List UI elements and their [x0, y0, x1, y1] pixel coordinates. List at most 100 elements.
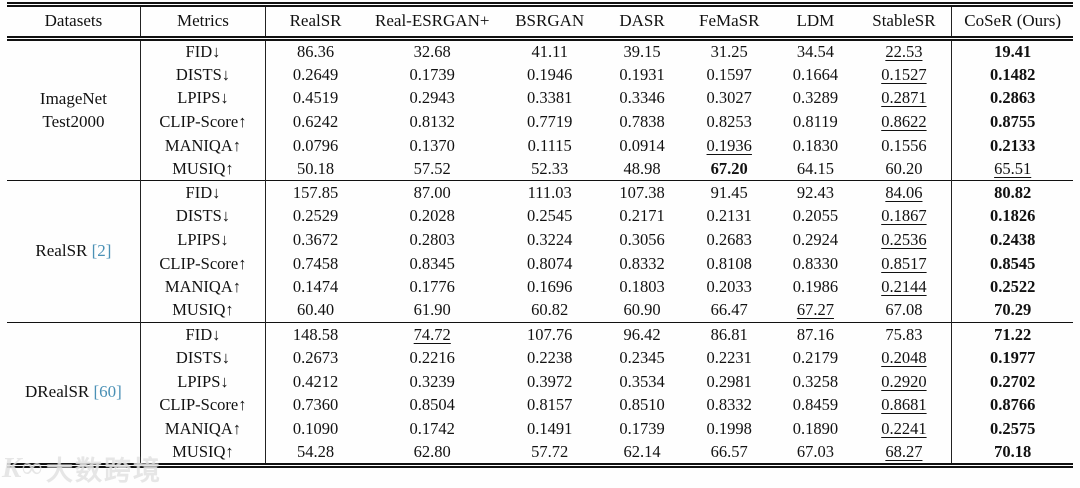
table-row: CLIP-Score↑ 0.7360 0.8504 0.8157 0.8510 0.833… — [7, 393, 1073, 417]
value-cell-dasr: 0.3346 — [600, 87, 684, 111]
value-cell-femasr: 66.57 — [684, 441, 774, 466]
value-cell-ldm: 34.54 — [774, 39, 856, 64]
dataset-group-imagenet-test2000: ImageNet Test2000 FID↓ 86.36 32.68 41.11 39.15… — [7, 38, 1073, 181]
value: 0.4212 — [292, 371, 339, 391]
value-cell-real-esrgan-plus: 57.52 — [365, 157, 499, 181]
value-cell-dasr: 39.15 — [600, 39, 684, 64]
value-cell-stablesr: 0.1556 — [856, 133, 953, 158]
best-value: 0.2522 — [989, 277, 1036, 297]
metric-label-fid: FID↓ — [140, 322, 267, 347]
value: 0.8157 — [527, 395, 573, 415]
value: 0.7719 — [527, 111, 573, 131]
table-row: MANIQA↑ 0.0796 0.1370 0.1115 0.0914 0.1936 0.1… — [7, 133, 1073, 158]
value-cell-ldm: 67.27 — [774, 299, 856, 323]
second-best-value: 0.2144 — [881, 277, 927, 297]
value-cell-bsrgan: 60.82 — [499, 299, 600, 323]
value-cell-real-esrgan-plus: 0.1370 — [365, 134, 499, 158]
value-cell-bsrgan: 0.1946 — [499, 63, 600, 87]
best-value: 0.2133 — [989, 135, 1036, 155]
value-cell-dasr: 0.1803 — [600, 275, 684, 299]
value-cell-realsr: 0.4212 — [266, 370, 366, 394]
value: 0.1115 — [527, 135, 572, 155]
second-best-value: 74.72 — [413, 324, 451, 344]
value: 0.8510 — [619, 395, 665, 415]
second-best-value: 0.1867 — [881, 206, 927, 226]
column-header-dasr: DASR — [619, 11, 665, 30]
value-cell-dasr: 0.8332 — [600, 252, 684, 276]
dataset-name-line: ImageNet — [39, 88, 107, 108]
best-value: 0.2438 — [989, 229, 1036, 249]
value-cell-coser: 0.8755 — [952, 110, 1073, 134]
value: 0.8332 — [706, 395, 752, 415]
value: 0.3289 — [792, 88, 839, 108]
value-cell-femasr: 91.45 — [684, 181, 774, 205]
value: 0.4519 — [292, 88, 339, 108]
second-best-value: 0.8681 — [881, 395, 927, 415]
value: 0.1491 — [527, 418, 573, 438]
table-row: MANIQA↑ 0.1090 0.1742 0.1491 0.1739 0.1998 0.1… — [7, 416, 1073, 441]
value-cell-femasr: 0.1597 — [684, 63, 774, 87]
column-header-coser-ours: CoSeR (Ours) — [964, 11, 1062, 30]
best-value: 19.41 — [994, 42, 1032, 61]
second-best-value: 0.1936 — [706, 135, 752, 155]
table-row: DISTS↓ 0.2649 0.1739 0.1946 0.1931 0.1597 0.16… — [7, 63, 1073, 87]
value-cell-femasr: 0.2683 — [684, 228, 774, 252]
value: 34.54 — [796, 42, 834, 61]
best-value: 0.8755 — [989, 111, 1036, 131]
value: 0.1742 — [409, 418, 455, 438]
value-cell-dasr: 0.7838 — [600, 110, 684, 134]
second-best-value: 0.2048 — [881, 347, 927, 367]
second-best-value: 0.2241 — [881, 418, 927, 438]
value: 57.52 — [413, 158, 451, 178]
best-value: 0.1482 — [989, 64, 1036, 84]
value-cell-femasr: 0.1936 — [684, 134, 774, 158]
column-header-datasets: Datasets — [7, 4, 141, 39]
value-cell-realsr: 54.28 — [266, 441, 366, 466]
table-row: RealSR [2] FID↓ 157.85 87.00 111.03 107.38 91.… — [7, 180, 1073, 323]
value-cell-dasr: 0.0914 — [600, 134, 684, 158]
best-value: 67.20 — [710, 158, 748, 178]
metric-label-musiq: MUSIQ↑ — [140, 440, 267, 465]
value-cell-femasr: 0.2131 — [684, 205, 774, 229]
value-cell-bsrgan: 0.2545 — [499, 205, 600, 229]
value: 0.1556 — [881, 135, 927, 155]
value-cell-femasr: 67.20 — [684, 157, 774, 181]
value-cell-coser: 0.8545 — [952, 252, 1073, 276]
dataset-cell-realsr: RealSR [2] — [7, 180, 141, 323]
value-cell-bsrgan: 0.3381 — [499, 87, 600, 111]
value-cell-ldm: 0.8330 — [774, 252, 856, 276]
value: 0.1931 — [619, 64, 665, 84]
value: 41.11 — [531, 42, 568, 61]
value-cell-dasr: 48.98 — [600, 157, 684, 181]
value-cell-realsr: 0.2649 — [266, 63, 366, 87]
metric-label-lpips: LPIPS↓ — [140, 86, 267, 111]
value-cell-coser: 70.18 — [952, 441, 1073, 466]
dataset-group-realsr: RealSR [2] FID↓ 157.85 87.00 111.03 107.38 91.… — [7, 180, 1073, 323]
best-value: 70.29 — [994, 300, 1032, 320]
value-cell-realsr: 60.40 — [266, 299, 366, 323]
table-row: DISTS↓ 0.2673 0.2216 0.2238 0.2345 0.2231 0.21… — [7, 346, 1073, 370]
value-cell-stablesr: 84.06 — [856, 180, 953, 205]
column-header-metrics: Metrics — [140, 4, 267, 39]
value-cell-stablesr: 0.2871 — [856, 86, 953, 111]
value: 0.8459 — [792, 395, 839, 415]
value: 0.7458 — [292, 253, 339, 273]
best-value: 0.2575 — [989, 418, 1036, 438]
value-cell-stablesr: 0.1867 — [856, 204, 953, 229]
value: 0.2943 — [409, 88, 455, 108]
value: 0.8253 — [706, 111, 752, 131]
value: 0.1890 — [792, 418, 839, 438]
second-best-value: 0.1527 — [881, 64, 927, 84]
best-value: 80.82 — [994, 183, 1032, 203]
value: 0.8108 — [706, 253, 752, 273]
value-cell-real-esrgan-plus: 0.2216 — [365, 346, 499, 370]
value-cell-coser: 0.2575 — [952, 417, 1073, 441]
column-header-real-esrgan: Real-ESRGAN+ — [375, 11, 490, 30]
value-cell-coser: 0.8766 — [952, 393, 1073, 417]
value-cell-dasr: 0.1739 — [600, 417, 684, 441]
value-cell-dasr: 0.3056 — [600, 228, 684, 252]
value-cell-femasr: 66.47 — [684, 299, 774, 323]
value: 157.85 — [292, 183, 339, 203]
best-value: 0.8766 — [989, 395, 1036, 415]
value-cell-stablesr: 0.2048 — [856, 346, 953, 370]
